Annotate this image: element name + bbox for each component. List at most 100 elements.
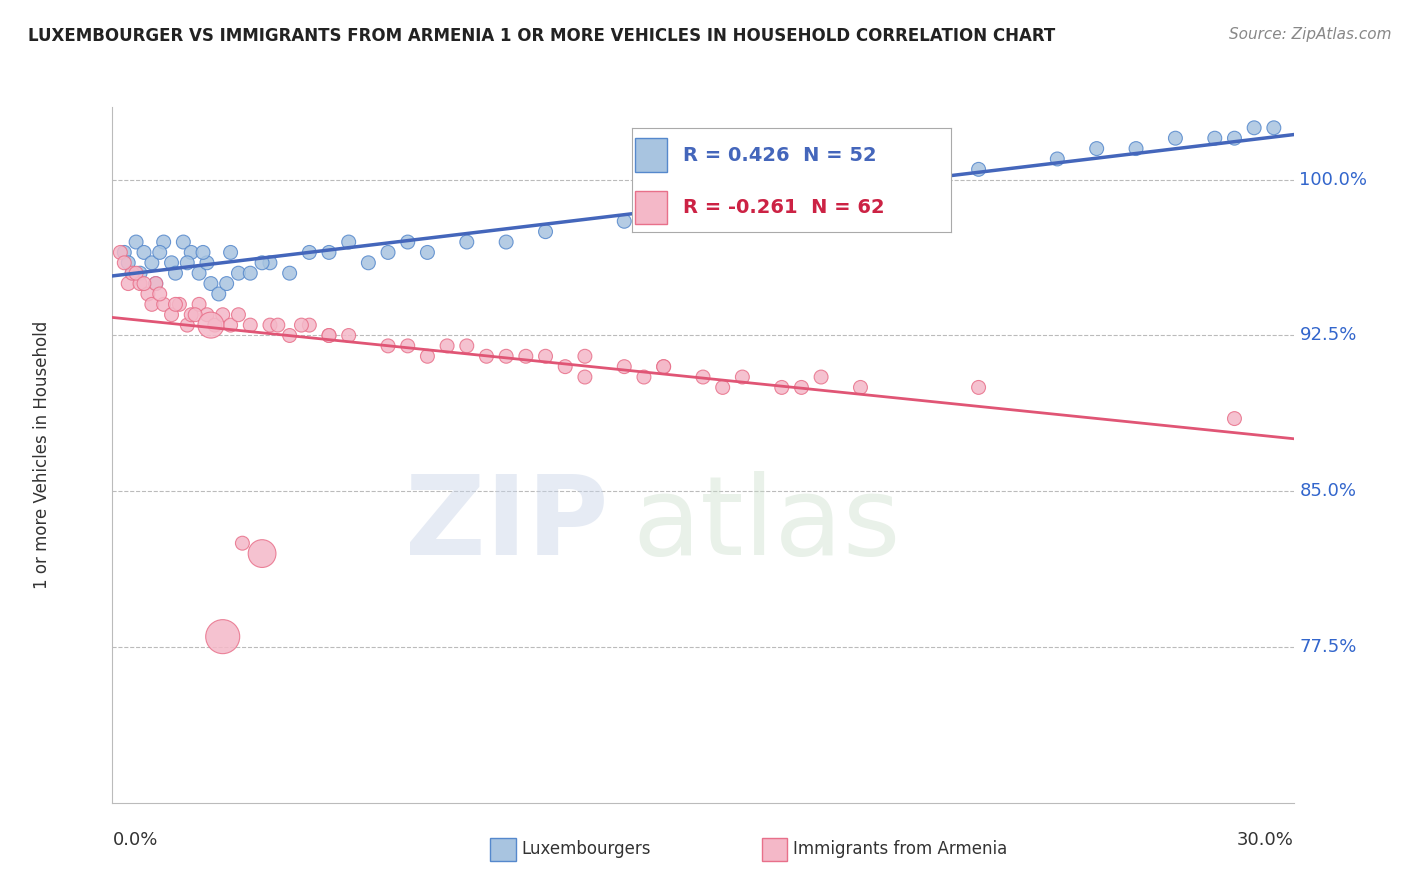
Point xyxy=(184,308,207,322)
Point xyxy=(770,380,793,394)
Point xyxy=(180,308,202,322)
Text: R = -0.261  N = 62: R = -0.261 N = 62 xyxy=(683,198,884,217)
Point xyxy=(810,370,832,384)
Point xyxy=(239,318,262,332)
Point xyxy=(396,235,419,249)
Point xyxy=(145,277,167,291)
Point xyxy=(204,318,226,332)
Point xyxy=(211,308,233,322)
Text: atlas: atlas xyxy=(633,471,901,578)
Point xyxy=(731,370,754,384)
Text: Luxembourgers: Luxembourgers xyxy=(522,840,651,858)
Point xyxy=(495,349,517,363)
Point xyxy=(110,245,132,260)
Point xyxy=(554,359,576,374)
Point xyxy=(215,277,238,291)
Text: 30.0%: 30.0% xyxy=(1237,830,1294,848)
Point xyxy=(692,370,714,384)
Point xyxy=(967,162,990,177)
Point xyxy=(1263,120,1285,135)
Point xyxy=(180,245,202,260)
Point xyxy=(278,266,301,280)
Point xyxy=(211,630,233,644)
Point xyxy=(534,349,557,363)
Point xyxy=(1164,131,1187,145)
Point xyxy=(152,235,174,249)
Text: 85.0%: 85.0% xyxy=(1299,483,1357,500)
Point xyxy=(692,203,714,218)
Point xyxy=(259,318,281,332)
Point xyxy=(160,308,183,322)
Point xyxy=(219,318,242,332)
Text: ZIP: ZIP xyxy=(405,471,609,578)
Bar xyxy=(636,138,668,172)
Point xyxy=(290,318,312,332)
Point xyxy=(169,297,191,311)
Point xyxy=(117,256,139,270)
Point xyxy=(534,225,557,239)
Point xyxy=(219,245,242,260)
Text: R = 0.426  N = 52: R = 0.426 N = 52 xyxy=(683,145,877,164)
Point xyxy=(318,328,340,343)
Point xyxy=(357,256,380,270)
Point xyxy=(613,214,636,228)
Point xyxy=(416,349,439,363)
Point xyxy=(141,256,163,270)
Point xyxy=(112,256,135,270)
Point xyxy=(188,297,211,311)
Point xyxy=(298,245,321,260)
Point xyxy=(337,328,360,343)
Point xyxy=(250,256,273,270)
Point xyxy=(129,277,152,291)
Point xyxy=(574,370,596,384)
Point xyxy=(165,297,187,311)
Text: LUXEMBOURGER VS IMMIGRANTS FROM ARMENIA 1 OR MORE VEHICLES IN HOUSEHOLD CORRELAT: LUXEMBOURGER VS IMMIGRANTS FROM ARMENIA … xyxy=(28,27,1056,45)
Point xyxy=(141,297,163,311)
Point xyxy=(125,266,148,280)
Point xyxy=(1125,142,1147,156)
Text: 1 or more Vehicles in Household: 1 or more Vehicles in Household xyxy=(32,321,51,589)
Point xyxy=(613,359,636,374)
Point xyxy=(191,245,214,260)
Point xyxy=(188,266,211,280)
Point xyxy=(195,256,218,270)
Point xyxy=(259,256,281,270)
Point xyxy=(132,245,155,260)
Text: Immigrants from Armenia: Immigrants from Armenia xyxy=(793,840,1007,858)
Point xyxy=(267,318,290,332)
Point xyxy=(1223,131,1246,145)
Point xyxy=(475,349,498,363)
Point xyxy=(298,318,321,332)
Point xyxy=(152,297,174,311)
Point xyxy=(436,339,458,353)
Point xyxy=(160,256,183,270)
Point xyxy=(337,235,360,249)
Point xyxy=(1046,152,1069,166)
Point xyxy=(396,339,419,353)
Point xyxy=(574,349,596,363)
Point xyxy=(200,277,222,291)
Point xyxy=(165,266,187,280)
Point xyxy=(790,380,813,394)
Text: 77.5%: 77.5% xyxy=(1299,638,1357,656)
Point xyxy=(515,349,537,363)
Point xyxy=(149,287,172,301)
Point xyxy=(125,235,148,249)
Text: 100.0%: 100.0% xyxy=(1299,170,1368,189)
Point xyxy=(1204,131,1226,145)
Point xyxy=(495,235,517,249)
Point xyxy=(1085,142,1108,156)
Point xyxy=(652,359,675,374)
Point xyxy=(967,380,990,394)
Text: Source: ZipAtlas.com: Source: ZipAtlas.com xyxy=(1229,27,1392,42)
Point xyxy=(136,287,159,301)
Point xyxy=(377,339,399,353)
Point xyxy=(176,318,198,332)
Point xyxy=(117,277,139,291)
Point xyxy=(1223,411,1246,425)
Point xyxy=(176,256,198,270)
Point xyxy=(711,380,734,394)
Point xyxy=(239,266,262,280)
Point xyxy=(318,328,340,343)
Point xyxy=(172,235,194,249)
